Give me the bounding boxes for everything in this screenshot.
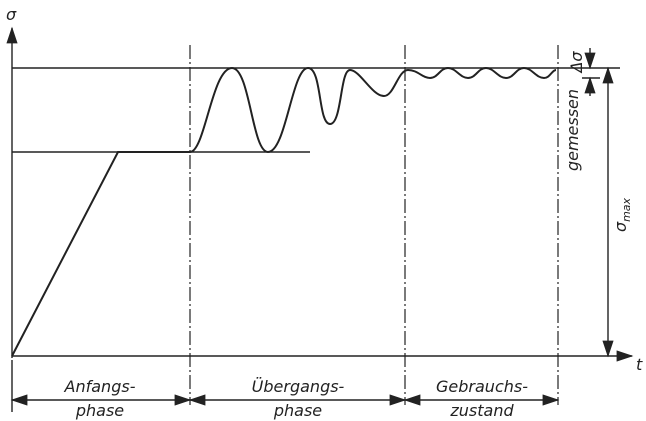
gemessen-label: gemessen [563,89,582,171]
delta-sigma-label: Δσ [567,51,586,75]
phase-label: Übergangs- [252,377,345,396]
stress-curve [11,66,557,357]
x-label: t [636,355,643,374]
phase-label: Gebrauchs- [436,377,528,396]
phase-label: phase [75,401,124,420]
phase-label: phase [273,401,322,420]
phase-label: zustand [449,401,514,420]
phase-label: Anfangs- [64,377,136,396]
sigma-max-label: σmax [611,197,633,232]
svg-text:σmax: σmax [611,197,633,232]
y-label: σ [6,5,17,24]
